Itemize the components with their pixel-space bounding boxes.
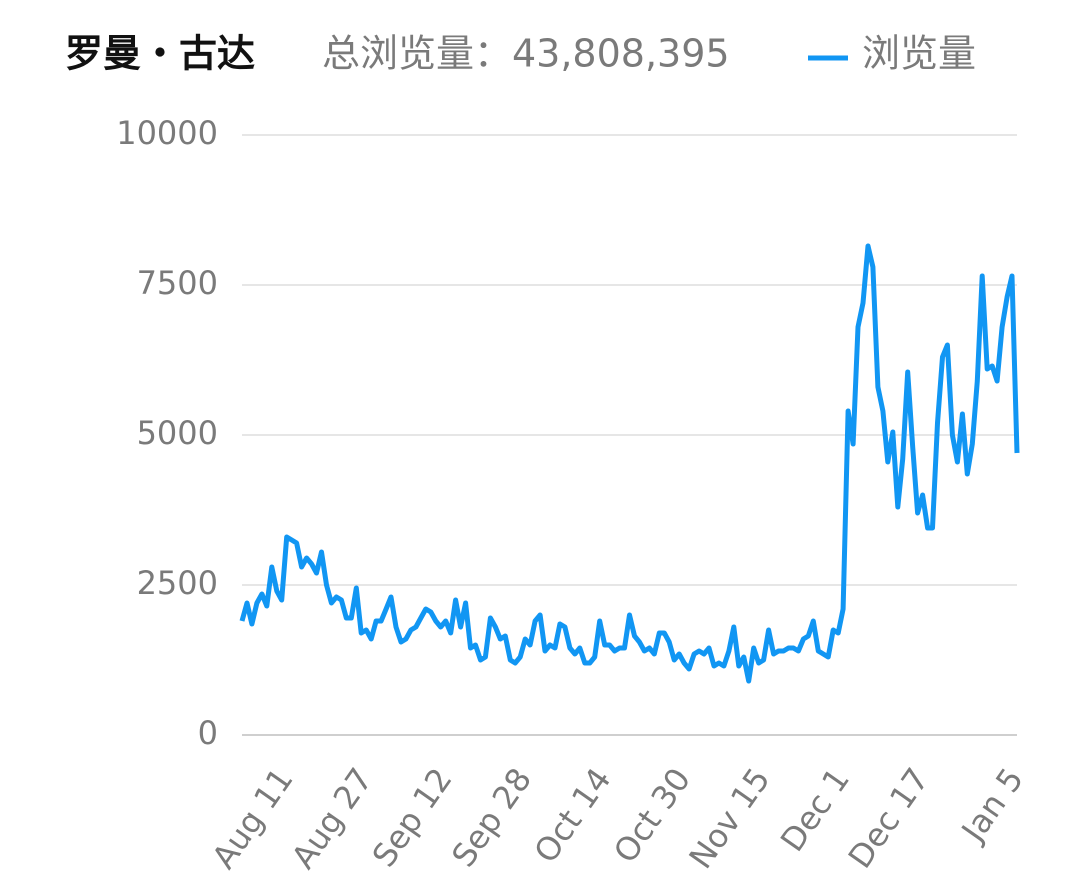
x-tick-label: Nov 15 [681,761,777,876]
x-tick-label: Dec 1 [773,761,857,859]
y-tick-label: 0 [198,714,218,752]
data-line [239,243,1020,684]
y-tick-label: 10000 [116,114,218,152]
chart-subtitle: 总浏览量：43,808,395 [322,32,730,76]
x-tick-label: Jan 5 [953,761,1031,850]
legend-label: 浏览量 [862,32,976,76]
x-tick-label: Oct 14 [527,761,619,870]
x-tick-label: Dec 17 [841,761,937,875]
x-tick-label: Aug 11 [204,761,300,876]
y-tick-label: 7500 [137,264,218,302]
chart-title: 罗曼・古达 [65,32,255,76]
legend: 浏览量 [808,32,976,76]
y-tick-label: 2500 [137,564,218,602]
x-tick-label: Aug 27 [284,761,380,876]
y-tick-label: 5000 [137,414,218,452]
x-tick-label: Sep 28 [444,761,539,874]
x-tick-label: Sep 12 [365,761,460,874]
